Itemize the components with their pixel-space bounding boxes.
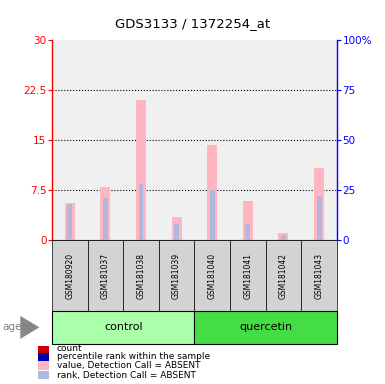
Bar	[243, 201, 253, 240]
Bar	[38, 361, 49, 370]
Text: GSM181040: GSM181040	[208, 252, 217, 299]
Bar	[52, 240, 88, 311]
Text: value, Detection Call = ABSENT: value, Detection Call = ABSENT	[57, 361, 200, 370]
Bar	[301, 240, 337, 311]
Bar	[316, 196, 321, 240]
Bar	[194, 240, 230, 311]
Text: count: count	[57, 344, 82, 353]
Bar	[172, 217, 182, 240]
Bar	[174, 224, 179, 240]
Text: rank, Detection Call = ABSENT: rank, Detection Call = ABSENT	[57, 371, 196, 380]
Bar	[38, 344, 49, 353]
Text: GSM181037: GSM181037	[101, 252, 110, 299]
Text: quercetin: quercetin	[239, 322, 292, 333]
Text: GSM181041: GSM181041	[243, 253, 252, 298]
Bar	[139, 184, 144, 240]
Bar	[314, 168, 324, 240]
Bar	[266, 240, 301, 311]
Bar	[245, 224, 250, 240]
Bar	[207, 146, 217, 240]
Bar	[159, 240, 194, 311]
Text: percentile rank within the sample: percentile rank within the sample	[57, 352, 210, 361]
Text: GSM180920: GSM180920	[65, 252, 74, 299]
Bar	[210, 190, 215, 240]
Text: control: control	[104, 322, 142, 333]
Bar	[65, 204, 75, 240]
Text: GSM181042: GSM181042	[279, 253, 288, 298]
Bar	[194, 311, 337, 344]
Text: GSM181038: GSM181038	[137, 253, 146, 298]
Text: GDS3133 / 1372254_at: GDS3133 / 1372254_at	[115, 17, 270, 30]
Bar	[88, 240, 123, 311]
Bar	[38, 371, 49, 379]
Bar	[52, 311, 194, 344]
Text: agent: agent	[2, 322, 32, 333]
Bar	[281, 235, 286, 240]
Bar	[123, 240, 159, 311]
Bar	[230, 240, 266, 311]
Text: GSM181039: GSM181039	[172, 252, 181, 299]
Polygon shape	[20, 316, 39, 339]
Bar	[136, 100, 146, 240]
Bar	[100, 187, 110, 240]
Text: GSM181043: GSM181043	[315, 252, 323, 299]
Bar	[67, 204, 72, 240]
Bar	[38, 353, 49, 361]
Bar	[278, 233, 288, 240]
Bar	[103, 198, 108, 240]
